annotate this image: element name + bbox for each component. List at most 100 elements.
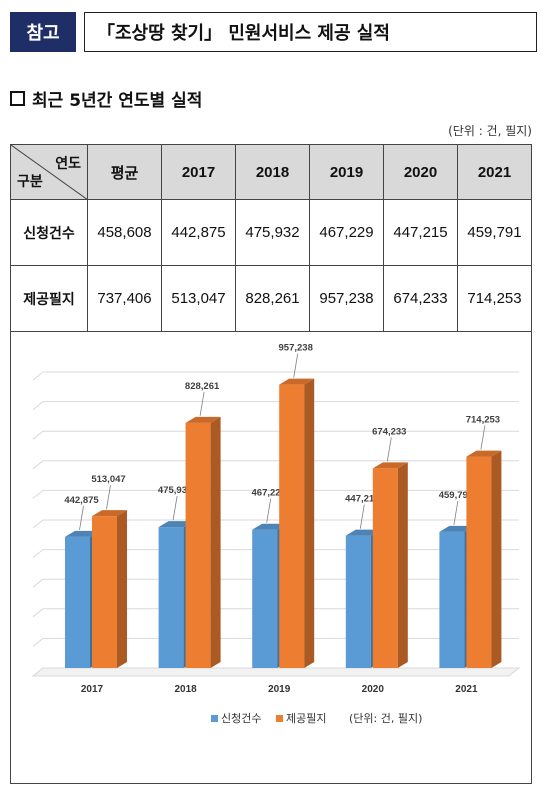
data-label: 714,253 — [466, 415, 500, 426]
leader-line — [172, 496, 178, 521]
data-label: 828,261 — [185, 381, 220, 392]
table-cell: 513,047 — [161, 265, 236, 332]
table-cell: 459,791 — [457, 199, 532, 266]
data-label: 459,791 — [439, 490, 474, 501]
bar-top — [252, 523, 288, 530]
table-cell: 957,238 — [309, 265, 384, 332]
legend-label: 신청건수 — [221, 712, 261, 725]
leader-line — [106, 485, 111, 510]
page-title: 「조상땅 찾기」 민원서비스 제공 실적 — [84, 12, 537, 52]
row-label-applications: 신청건수 — [10, 199, 88, 266]
bar-parcels — [279, 384, 305, 668]
grid-line-side — [32, 371, 44, 381]
bar-side — [117, 510, 127, 668]
bar-chart: 442,875 513,047 2017 475,932 828,261 2018 467,… — [31, 343, 521, 725]
grid-line-side — [32, 430, 44, 440]
bar-top — [185, 416, 221, 423]
col-header-2018: 2018 — [235, 144, 310, 200]
grid-line-side — [32, 490, 44, 499]
x-tick-label: 2020 — [362, 684, 385, 695]
col-header-2021: 2021 — [457, 144, 532, 200]
table-corner-cell: 연도 구분 — [10, 144, 88, 200]
bar-side — [304, 378, 315, 668]
checkbox-square-icon — [10, 91, 25, 106]
table-row: 신청건수 458,608 442,875 475,932 467,229 447… — [10, 199, 532, 266]
leader-line — [266, 498, 272, 523]
leader-line — [79, 505, 84, 530]
bar-top — [279, 378, 315, 385]
data-label: 513,047 — [91, 474, 125, 485]
bar-applications — [252, 529, 278, 668]
bar-top — [92, 510, 127, 517]
legend-label: 제공필지 — [286, 712, 326, 725]
bar-applications — [158, 527, 184, 668]
data-label: 475,932 — [158, 485, 192, 496]
grid-line-side — [32, 608, 44, 618]
row-label-parcels: 제공필지 — [10, 265, 88, 332]
table-cell: 674,233 — [383, 265, 458, 332]
data-label: 442,875 — [64, 495, 99, 506]
table-cell: 467,229 — [309, 199, 384, 266]
col-header-2020: 2020 — [383, 144, 458, 200]
x-tick-label: 2019 — [268, 684, 291, 695]
diagonal-divider — [11, 145, 88, 200]
leader-line — [453, 500, 459, 525]
grid-line-side — [32, 578, 44, 588]
grid-line-side — [32, 401, 44, 410]
corner-label-year: 연도 — [55, 156, 81, 172]
col-header-2017: 2017 — [161, 144, 236, 200]
leader-line — [359, 504, 365, 529]
legend-unit-note: (단위: 건, 필지) — [349, 712, 422, 725]
bar-top — [345, 529, 381, 536]
col-header-average: 평균 — [87, 144, 162, 200]
legend-swatch — [276, 715, 283, 722]
col-header-2019: 2019 — [309, 144, 384, 200]
grid-line-side — [32, 638, 44, 647]
x-tick-label: 2021 — [455, 684, 478, 695]
data-label: 674,233 — [372, 426, 406, 437]
section-title: 최근 5년간 연도별 실적 — [32, 91, 203, 111]
bar-top — [439, 525, 475, 532]
unit-note: (단위 : 건, 필지) — [448, 124, 532, 138]
leader-line — [386, 437, 392, 462]
bar-parcels — [185, 422, 211, 668]
grid-line-side — [32, 460, 44, 470]
legend-swatch — [211, 715, 218, 722]
table-cell: 447,215 — [383, 199, 458, 266]
bar-applications — [439, 531, 465, 668]
chart-floor — [31, 667, 521, 677]
data-label: 957,238 — [279, 343, 313, 354]
leader-line — [480, 425, 486, 450]
table-cell: 475,932 — [235, 199, 310, 266]
table-row: 제공필지 737,406 513,047 828,261 957,238 674… — [10, 265, 532, 332]
bar-applications — [65, 536, 90, 668]
x-tick-label: 2018 — [174, 684, 197, 695]
chart-frame: 442,875 513,047 2017 475,932 828,261 2018 467,… — [10, 332, 532, 784]
x-tick-label: 2017 — [81, 684, 104, 695]
bar-top — [466, 450, 502, 457]
bar-applications — [345, 535, 371, 668]
bar-top — [65, 530, 100, 537]
corner-label-category: 구분 — [17, 174, 43, 190]
bar-parcels — [372, 468, 398, 668]
table-cell: 458,608 — [87, 199, 162, 266]
section-heading: 최근 5년간 연도별 실적 — [10, 86, 202, 111]
leader-line — [199, 391, 205, 416]
bar-side — [491, 450, 502, 668]
data-label: 467,229 — [252, 488, 286, 499]
header: 참고 「조상땅 찾기」 민원서비스 제공 실적 — [10, 12, 537, 52]
grid-line-side — [32, 519, 44, 529]
data-label: 447,215 — [345, 494, 380, 505]
bar-top — [372, 462, 408, 469]
table-cell: 442,875 — [161, 199, 236, 266]
bar-top — [158, 521, 194, 528]
bar-parcels — [466, 456, 492, 668]
table-cell: 828,261 — [235, 265, 310, 332]
table-cell: 714,253 — [457, 265, 532, 332]
reference-badge: 참고 — [10, 12, 76, 52]
grid-line-side — [32, 549, 44, 558]
bar-side — [397, 462, 408, 668]
bar-side — [210, 416, 221, 668]
table-cell: 737,406 — [87, 265, 162, 332]
stats-table: 연도 구분 평균 2017 2018 2019 2020 2021 신청건수 4… — [10, 144, 532, 332]
